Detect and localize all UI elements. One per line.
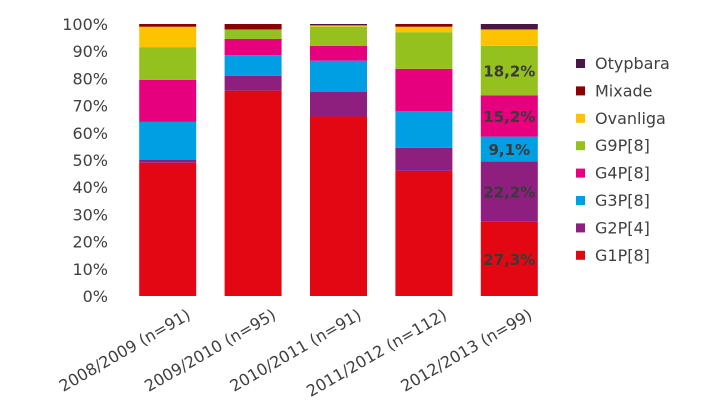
legend-label: Ovanliga	[595, 109, 666, 128]
data-label: 18,2%	[483, 63, 535, 81]
legend-label: Otypbara	[595, 54, 670, 73]
y-tick-label: 80%	[72, 69, 108, 88]
y-tick-label: 70%	[72, 97, 108, 116]
bar-segment-mixade	[224, 24, 282, 30]
bar-segment-g2p-4	[139, 160, 197, 163]
y-tick-label: 10%	[72, 260, 108, 279]
legend: Otypbara Mixade Ovanliga G9P[8] G4P[8] G3P[8]…	[576, 54, 670, 265]
bar-segment-g2p-4	[224, 75, 282, 91]
legend-swatch	[576, 59, 585, 68]
bar-segment-g2p-4	[310, 92, 367, 117]
bar-segment-g3p-8	[480, 136, 538, 162]
bar-segment-g9p-8	[480, 45, 538, 96]
bar-segment-otypbara	[480, 24, 538, 30]
legend-label: G4P[8]	[595, 164, 650, 183]
bar-segment-g3p-8	[395, 111, 453, 148]
bar-segment-g4p-8	[310, 45, 367, 61]
bar-segment-g2p-4	[395, 147, 453, 171]
bar-segment-g3p-8	[139, 121, 197, 160]
bar-segment-ovanliga	[139, 26, 197, 48]
data-label: 22,2%	[483, 184, 535, 202]
bar-segment-g9p-8	[224, 29, 282, 39]
bar-segment-g4p-8	[224, 38, 282, 56]
y-axis: 0% 10% 20% 30% 40% 50% 60% 70% 80% 90% 100%	[62, 15, 108, 306]
bars: 27,3% 22,2% 9,1% 15,2% 18,2%	[139, 24, 538, 296]
bar-segment-g9p-8	[310, 26, 367, 46]
y-tick-label: 20%	[72, 233, 108, 252]
bar-segment-g1p-8	[310, 116, 367, 296]
bar-segment-g9p-8	[139, 47, 197, 80]
bar-segment-g4p-8	[395, 68, 453, 112]
legend-swatch	[576, 168, 585, 178]
y-tick-label: 60%	[72, 124, 108, 143]
legend-label: G3P[8]	[595, 191, 650, 210]
legend-swatch	[576, 250, 585, 260]
data-label: 27,3%	[483, 251, 535, 269]
bar-segment-g4p-8	[480, 95, 538, 137]
legend-swatch	[576, 113, 585, 123]
y-tick-label: 90%	[72, 42, 108, 61]
legend-label: G2P[4]	[595, 218, 650, 237]
bar-segment-g9p-8	[395, 32, 453, 69]
y-tick-label: 50%	[72, 151, 108, 170]
bar-segment-g3p-8	[224, 55, 282, 76]
x-axis: 2008/2009 (n=91)2009/2010 (n=95)2010/201…	[56, 305, 536, 401]
legend-label: G1P[8]	[595, 246, 650, 265]
data-label: 9,1%	[488, 141, 530, 159]
y-tick-label: 0%	[83, 287, 108, 306]
bar-segment-ovanliga	[310, 25, 367, 27]
y-tick-label: 100%	[62, 15, 108, 34]
bar-segment-g1p-8	[139, 162, 197, 296]
y-tick-label: 40%	[72, 178, 108, 197]
bar-segment-g1p-8	[395, 170, 453, 296]
bar-segment-mixade	[139, 24, 197, 27]
x-tick-label: 2011/2012 (n=112)	[303, 305, 450, 401]
legend-swatch	[576, 196, 585, 205]
bar-segment-g1p-8	[224, 90, 282, 296]
legend-label: Mixade	[595, 81, 653, 100]
legend-label: G9P[8]	[595, 136, 650, 155]
bar-segment-g2p-4	[480, 161, 538, 222]
legend-swatch	[576, 141, 585, 151]
bar-segment-mixade	[395, 24, 453, 27]
bar-segment-g3p-8	[310, 60, 367, 92]
legend-swatch	[576, 86, 585, 96]
data-label: 15,2%	[483, 108, 535, 126]
bar-segment-ovanliga	[395, 26, 453, 33]
bar-segment-ovanliga	[480, 29, 538, 46]
y-tick-label: 30%	[72, 205, 108, 224]
bar-segment-g1p-8	[480, 221, 538, 296]
legend-swatch	[576, 223, 585, 233]
bar-segment-otypbara	[310, 24, 367, 26]
bar-segment-g4p-8	[139, 79, 197, 122]
